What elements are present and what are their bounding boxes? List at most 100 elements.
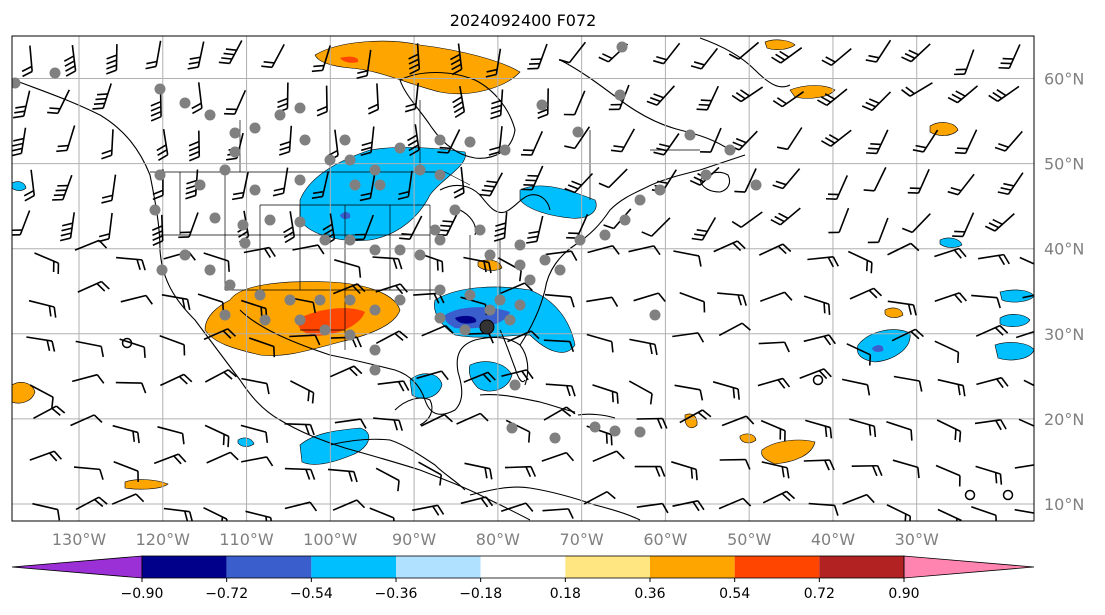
station-dot xyxy=(12,77,21,89)
wind-barb xyxy=(311,45,331,73)
station-dot xyxy=(219,309,231,321)
wind-barb xyxy=(731,211,763,228)
wind-barb xyxy=(21,45,33,78)
central-america xyxy=(329,438,466,491)
wind-barb xyxy=(203,252,230,272)
wind-barb xyxy=(671,461,698,481)
wind-barb xyxy=(59,212,75,242)
wind-barb xyxy=(984,213,1015,232)
wind-barb xyxy=(545,250,578,262)
wind-barb xyxy=(558,41,587,64)
station-dot xyxy=(319,234,331,246)
station-dot xyxy=(259,314,271,326)
wind-barb xyxy=(851,464,883,477)
colorbar-frame xyxy=(141,555,905,579)
station-dot xyxy=(374,179,386,191)
wind-barb xyxy=(641,217,671,237)
lat-tick-label: 20°N xyxy=(1044,410,1084,429)
wind-barb xyxy=(248,337,276,358)
station-dot xyxy=(369,344,381,356)
wind-barb xyxy=(997,172,1024,196)
wind-barb xyxy=(150,90,162,122)
station-dot xyxy=(616,41,628,53)
wind-barb xyxy=(563,90,586,116)
colorbar-tick-label: −0.54 xyxy=(290,586,333,602)
wind-barb xyxy=(817,88,848,107)
wind-barb xyxy=(886,504,912,521)
south-america xyxy=(469,486,641,521)
station-dot xyxy=(369,244,381,256)
wind-barb xyxy=(947,173,975,196)
wind-barb xyxy=(653,42,681,65)
wind-barb xyxy=(75,496,108,511)
wind-barb xyxy=(160,373,193,387)
wind-barb xyxy=(825,175,849,200)
wind-barb xyxy=(770,207,801,226)
wind-barb xyxy=(159,335,186,356)
atlantic-coast xyxy=(519,154,746,346)
station-dot xyxy=(229,127,241,139)
wind-barb xyxy=(479,172,504,197)
wind-barb xyxy=(633,292,666,302)
station-dot xyxy=(314,294,326,306)
wind-barb xyxy=(1014,508,1034,516)
wind-barb xyxy=(731,86,764,103)
wind-barb xyxy=(261,44,285,69)
station-dot xyxy=(634,194,646,206)
wind-barb xyxy=(289,334,321,346)
wind-barb xyxy=(672,332,705,343)
wind-barb xyxy=(203,328,237,341)
wind-barb xyxy=(420,413,453,427)
wind-barb xyxy=(527,43,548,70)
colorbar-extend-low xyxy=(11,555,143,579)
positive-anomaly-atlantic-south xyxy=(761,439,816,465)
wind-barb xyxy=(977,253,1010,266)
station-dot xyxy=(414,164,426,176)
wind-barb xyxy=(1019,256,1034,269)
wind-barb xyxy=(954,129,978,155)
station-dot xyxy=(549,432,561,444)
wind-barb xyxy=(842,493,875,505)
station-dot xyxy=(264,214,276,226)
wind-barb xyxy=(673,250,702,267)
wind-barb xyxy=(866,129,889,155)
wind-barb xyxy=(700,127,722,153)
wind-barb xyxy=(526,215,544,244)
wind-barb xyxy=(156,128,169,161)
colorbar: −0.90 −0.72 −0.54 −0.36 −0.18 0.18 0.36 0.54 0.7… xyxy=(11,555,1035,602)
station-dot xyxy=(464,136,476,148)
wind-barb xyxy=(971,294,1001,309)
colorbar-segment xyxy=(226,556,312,578)
wind-barb xyxy=(397,170,413,200)
wind-barb xyxy=(63,45,77,77)
wind-barb xyxy=(224,89,247,115)
colorbar-segment xyxy=(311,556,396,578)
labrador-coast xyxy=(559,59,731,151)
wind-barb xyxy=(327,468,358,483)
positive-anomaly-atlantic-far xyxy=(884,307,904,318)
wind-barb xyxy=(359,172,376,202)
wind-barb xyxy=(33,405,66,420)
lon-tick-label: 100°W xyxy=(303,530,358,549)
station-dot xyxy=(684,129,696,141)
wind-barb xyxy=(976,376,1009,389)
wind-barb xyxy=(416,370,449,381)
station-dot xyxy=(464,289,476,301)
lon-tick-label: 50°W xyxy=(727,530,771,549)
wind-barb xyxy=(586,296,619,307)
wind-barb xyxy=(1014,463,1034,469)
wind-barb xyxy=(912,129,939,153)
negative-anomaly-pacific-sw xyxy=(237,437,255,447)
wind-barb xyxy=(116,256,146,271)
wind-barb xyxy=(975,465,1003,485)
wind-barb xyxy=(808,502,839,516)
wind-barb xyxy=(901,43,931,63)
colorbar-segment xyxy=(396,556,481,578)
wind-barb xyxy=(998,44,1021,69)
wind-barb xyxy=(412,504,445,516)
wind-barb xyxy=(629,338,658,356)
station-dot xyxy=(724,144,736,156)
station-dot xyxy=(249,184,261,196)
wind-barb xyxy=(771,47,803,64)
wind-barb xyxy=(634,465,666,477)
